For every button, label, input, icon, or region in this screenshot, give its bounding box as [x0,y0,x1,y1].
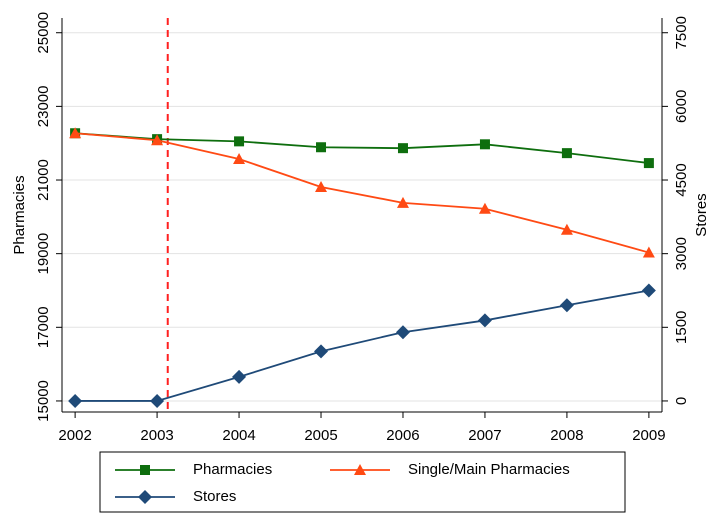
legend-marker [138,490,152,504]
x-tick-label: 2006 [386,427,419,444]
data-point [641,283,656,298]
data-point [69,127,82,139]
data-point [559,298,574,313]
legend-label: Pharmacies [193,461,272,478]
y-tick-label: 21000 [35,159,52,201]
y2-tick-label: 4500 [673,163,690,196]
data-point [643,158,654,169]
y2-tick-label: 1500 [673,311,690,344]
y-tick-label: 25000 [35,12,52,54]
y-tick-label: 23000 [35,86,52,128]
series-line [75,132,650,254]
data-point [560,223,573,235]
data-point [395,325,410,340]
data-point [397,143,408,154]
data-point [642,246,655,258]
data-point [477,313,492,328]
y2-tick-label: 6000 [673,90,690,123]
y2-axis-label: Stores [693,193,710,236]
data-point [150,393,165,408]
data-point [478,202,491,214]
x-tick-label: 2005 [304,427,337,444]
y2-tick-label: 3000 [673,237,690,270]
x-tick-label: 2002 [58,427,91,444]
data-point [316,142,327,153]
legend-marker [354,464,366,475]
series-line [75,132,649,164]
data-point [315,181,328,193]
data-point [561,148,572,159]
y2-tick-label: 7500 [673,16,690,49]
legend-marker [140,465,150,475]
x-tick-label: 2003 [140,427,173,444]
data-point [68,393,83,408]
data-point [314,344,329,359]
y2-tick-label: 0 [673,397,690,405]
x-tick-label: 2004 [222,427,255,444]
series-line [75,289,650,402]
data-point [479,139,490,150]
data-point [234,136,245,147]
y-axis-label: Pharmacies [11,175,28,254]
y-tick-label: 15000 [35,380,52,422]
x-tick-label: 2009 [632,427,665,444]
x-tick-label: 2007 [468,427,501,444]
data-point [396,196,409,208]
legend-label: Stores [193,488,236,505]
legend-label: Single/Main Pharmacies [408,461,570,478]
data-point [233,153,246,165]
y-tick-label: 17000 [35,306,52,348]
x-tick-label: 2008 [550,427,583,444]
legend-box [99,451,626,513]
data-point [232,369,247,384]
y-tick-label: 19000 [35,233,52,275]
data-point [151,134,164,146]
